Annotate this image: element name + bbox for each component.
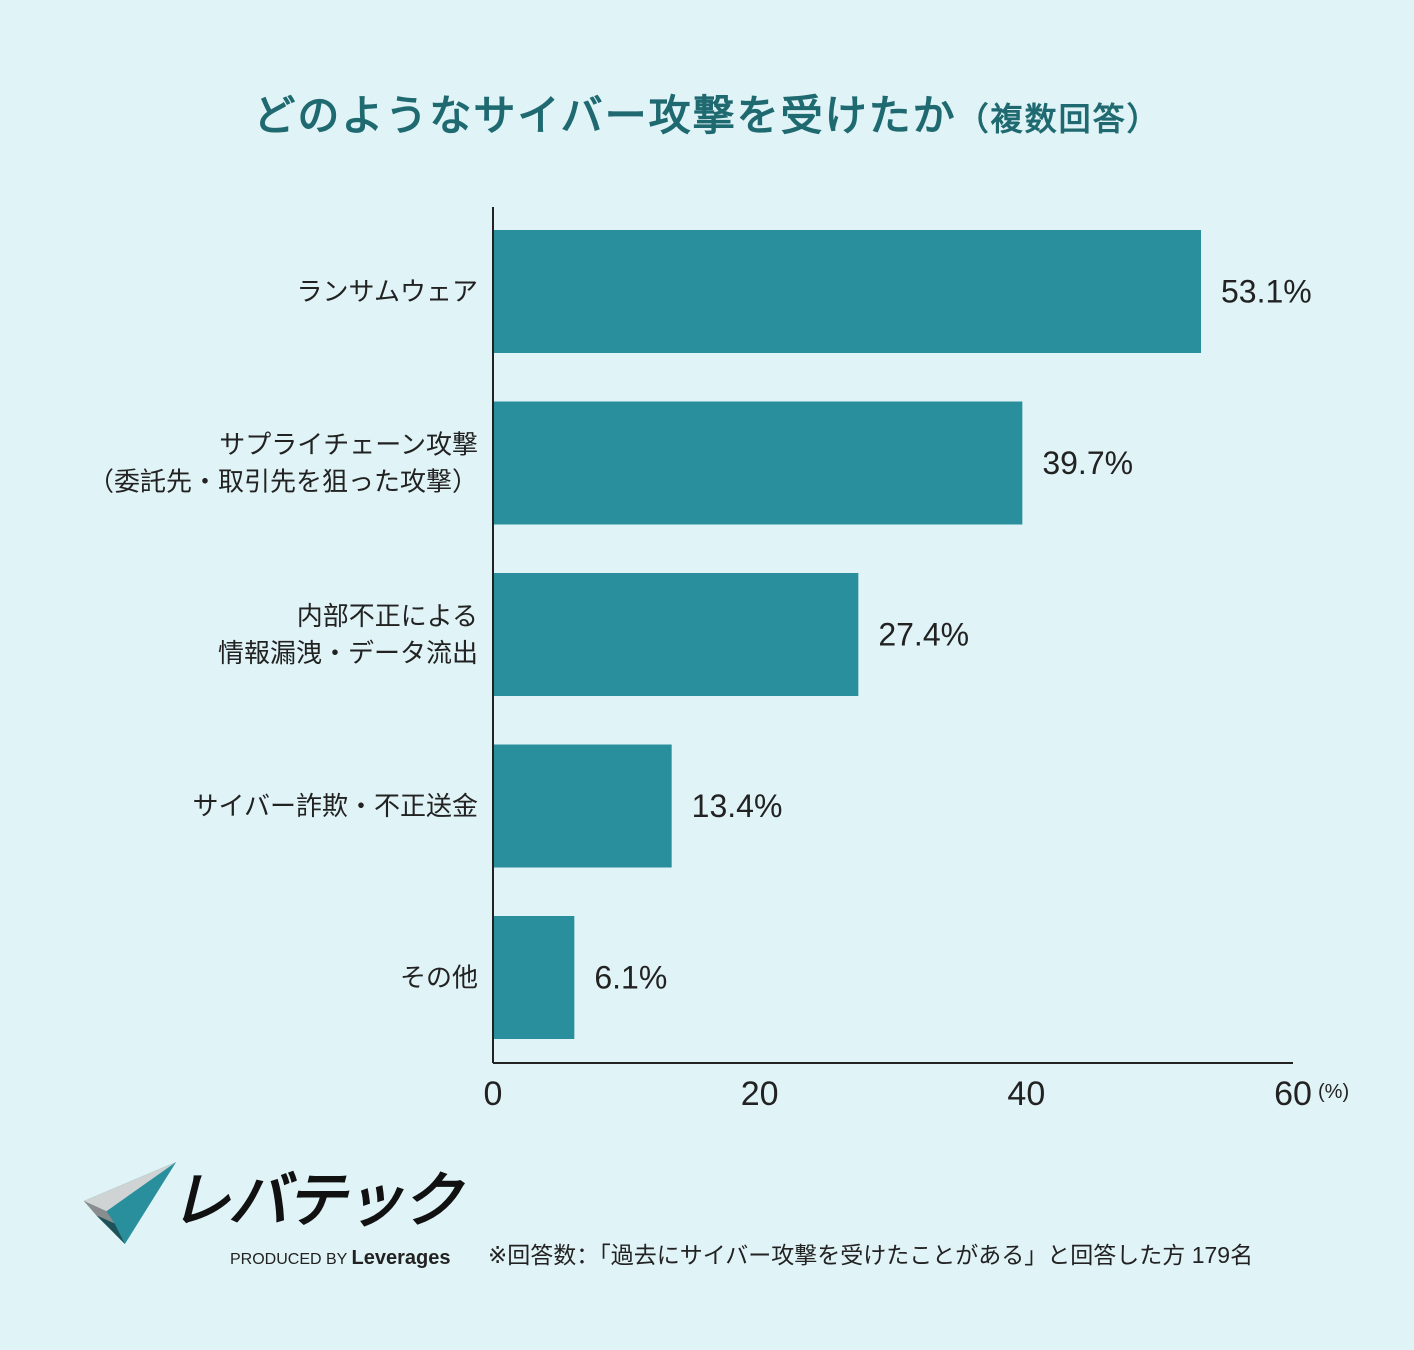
bar <box>493 401 1023 525</box>
category-label: サイバー詐欺・不正送金 <box>193 791 478 821</box>
logo-mark-icon <box>83 1162 177 1244</box>
produced-by: PRODUCED BY Leverages <box>230 1246 450 1272</box>
value-label: 13.4% <box>692 788 783 824</box>
bar <box>493 916 575 1039</box>
chart-title: どのようなサイバー攻撃を受けたか（複数回答） <box>0 82 1414 143</box>
x-tick-label: 60 <box>1274 1075 1312 1113</box>
category-label: （委託先・取引先を狙った攻撃） <box>88 467 478 497</box>
footnote: ※回答数：「過去にサイバー攻撃を受けたことがある」と回答した方 179名 <box>488 1242 1254 1268</box>
category-label: サプライチェーン攻撃 <box>219 430 478 460</box>
brand-name: Leverages <box>351 1247 451 1269</box>
category-label: 情報漏洩・データ流出 <box>218 638 478 668</box>
value-label: 27.4% <box>878 617 969 653</box>
produced-by-label: PRODUCED BY <box>230 1251 348 1268</box>
x-tick-label: 20 <box>741 1075 779 1113</box>
value-label: 53.1% <box>1221 274 1312 310</box>
title-sub: （複数回答） <box>956 101 1161 137</box>
x-axis-unit: (%) <box>1318 1081 1349 1103</box>
category-label: ランサムウェア <box>297 277 478 307</box>
bar <box>493 744 672 868</box>
x-tick-label: 40 <box>1007 1075 1045 1113</box>
x-tick-label: 0 <box>484 1075 503 1113</box>
bar <box>493 573 859 696</box>
title-main: どのようなサイバー攻撃を受けたか <box>253 92 957 139</box>
logo-text: レバテック <box>170 1167 462 1234</box>
value-label: 6.1% <box>594 960 667 996</box>
category-label: 内部不正による <box>297 601 478 631</box>
value-label: 39.7% <box>1042 445 1133 481</box>
bar <box>493 230 1201 353</box>
category-label: その他 <box>400 963 478 993</box>
